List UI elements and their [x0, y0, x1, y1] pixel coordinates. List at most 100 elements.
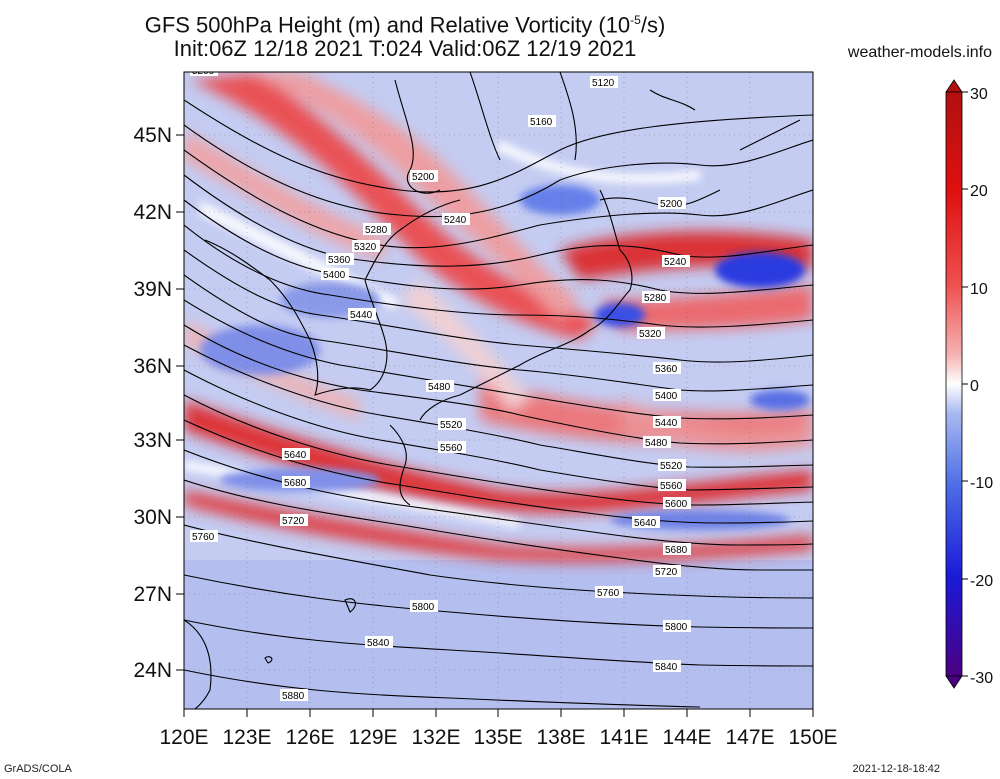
lon-label: 132E — [411, 726, 460, 749]
lat-label: 27N — [133, 583, 172, 606]
svg-text:5760: 5760 — [192, 532, 215, 543]
colorbar-tick: -20 — [970, 573, 993, 590]
colorbar-tick: 10 — [970, 281, 988, 298]
svg-text:5160: 5160 — [530, 117, 553, 128]
svg-text:5680: 5680 — [284, 478, 307, 489]
contour-label: 5240 — [662, 255, 690, 268]
contour-label: 5680 — [663, 543, 691, 556]
lon-label: 141E — [599, 726, 648, 749]
lon-label: 135E — [473, 726, 522, 749]
lon-label: 123E — [222, 726, 271, 749]
contour-label: 5360 — [326, 253, 354, 266]
title-exponent: -5 — [630, 13, 641, 27]
svg-text:5840: 5840 — [655, 662, 678, 673]
contour-label: 5720 — [653, 565, 681, 578]
contour-label: 5600 — [663, 497, 691, 510]
svg-text:5200: 5200 — [660, 199, 683, 210]
lat-label: 24N — [133, 659, 172, 682]
contour-label: 5200 — [410, 170, 438, 183]
svg-text:5880: 5880 — [282, 691, 305, 702]
svg-text:5440: 5440 — [655, 418, 678, 429]
svg-text:5800: 5800 — [665, 622, 688, 633]
contour-label: 5480 — [643, 436, 671, 449]
svg-text:5520: 5520 — [660, 461, 683, 472]
longitude-axis: 120E 123E 126E 129E 132E 135E 138E 141E … — [159, 709, 838, 749]
svg-text:5320: 5320 — [639, 329, 662, 340]
svg-text:5480: 5480 — [428, 382, 451, 393]
map-title-line1: GFS 500hPa Height (m) and Relative Vorti… — [0, 8, 905, 37]
svg-text:5520: 5520 — [440, 420, 463, 431]
svg-text:5640: 5640 — [634, 518, 657, 529]
map-title-line2: Init:06Z 12/18 2021 T:024 Valid:06Z 12/1… — [173, 36, 637, 61]
contour-label: 5520 — [658, 459, 686, 472]
colorbar-tick: 30 — [970, 86, 988, 103]
svg-text:5720: 5720 — [282, 516, 305, 527]
contour-label: 5640 — [632, 516, 660, 529]
svg-text:5240: 5240 — [664, 257, 687, 268]
contour-label: 5240 — [442, 213, 470, 226]
colorbar-tick: 0 — [970, 378, 979, 395]
svg-text:5840: 5840 — [367, 638, 390, 649]
svg-text:5120: 5120 — [592, 78, 615, 89]
contour-label: 5720 — [280, 514, 308, 527]
contour-label: 5400 — [653, 389, 681, 402]
title-text: GFS 500hPa Height (m) and Relative Vorti… — [144, 12, 631, 38]
lon-label: 144E — [662, 726, 711, 749]
contour-label: 5560 — [438, 441, 466, 454]
contour-label-group: 5200 5120 5160 5200 5280 5240 5320 5360 … — [190, 66, 691, 702]
contour-label: 5880 — [280, 689, 308, 702]
lon-label: 150E — [788, 726, 837, 749]
contour-label: 5120 — [590, 76, 618, 89]
lat-label: 33N — [133, 429, 172, 452]
contour-label: 5440 — [653, 416, 681, 429]
colorbar: 30 20 10 0 -10 -20 -30 — [945, 79, 993, 689]
svg-text:5360: 5360 — [655, 364, 678, 375]
svg-text:5640: 5640 — [284, 450, 307, 461]
contour-label: 5760 — [595, 586, 623, 599]
svg-text:5720: 5720 — [655, 567, 678, 578]
contour-label: 5840 — [653, 660, 681, 673]
svg-text:5800: 5800 — [412, 602, 435, 613]
svg-text:5600: 5600 — [665, 499, 688, 510]
contour-label: 5680 — [282, 476, 310, 489]
footer-credit: GrADS/COLA — [4, 763, 72, 775]
contour-label: 5280 — [642, 291, 670, 304]
contour-label: 5400 — [321, 268, 349, 281]
colorbar-tick: -30 — [970, 670, 993, 687]
svg-text:5320: 5320 — [354, 242, 377, 253]
svg-text:5760: 5760 — [597, 588, 620, 599]
lat-label: 42N — [133, 201, 172, 224]
footer-timestamp: 2021-12-18-18:42 — [852, 763, 940, 775]
svg-text:5280: 5280 — [365, 225, 388, 236]
lat-label: 30N — [133, 506, 172, 529]
latitude-axis: 45N 42N 39N 36N 33N 30N 27N 24N — [133, 124, 184, 682]
site-credit: weather-models.info — [847, 44, 992, 61]
contour-label: 5280 — [363, 223, 391, 236]
contour-label: 5800 — [410, 600, 438, 613]
lon-label: 147E — [725, 726, 774, 749]
contour-label: 5320 — [637, 327, 665, 340]
lon-label: 138E — [536, 726, 585, 749]
contour-label: 5800 — [663, 620, 691, 633]
contour-label: 5440 — [348, 308, 376, 321]
title-units: /s) — [640, 12, 666, 38]
lon-label: 129E — [348, 726, 397, 749]
contour-label: 5200 — [190, 66, 218, 77]
svg-text:5200: 5200 — [192, 66, 215, 77]
height-contours — [184, 99, 813, 708]
contour-label: 5560 — [658, 479, 686, 492]
contour-label: 5360 — [653, 362, 681, 375]
lon-label: 126E — [285, 726, 334, 749]
svg-text:5680: 5680 — [665, 545, 688, 556]
contour-label: 5520 — [438, 418, 466, 431]
svg-text:5400: 5400 — [655, 391, 678, 402]
contour-label: 5160 — [528, 115, 556, 128]
lat-label: 39N — [133, 278, 172, 301]
lon-label: 120E — [159, 726, 208, 749]
svg-text:5480: 5480 — [645, 438, 668, 449]
svg-text:5280: 5280 — [644, 293, 667, 304]
contour-label: 5640 — [282, 448, 310, 461]
svg-text:5200: 5200 — [412, 172, 435, 183]
svg-text:5400: 5400 — [323, 270, 346, 281]
